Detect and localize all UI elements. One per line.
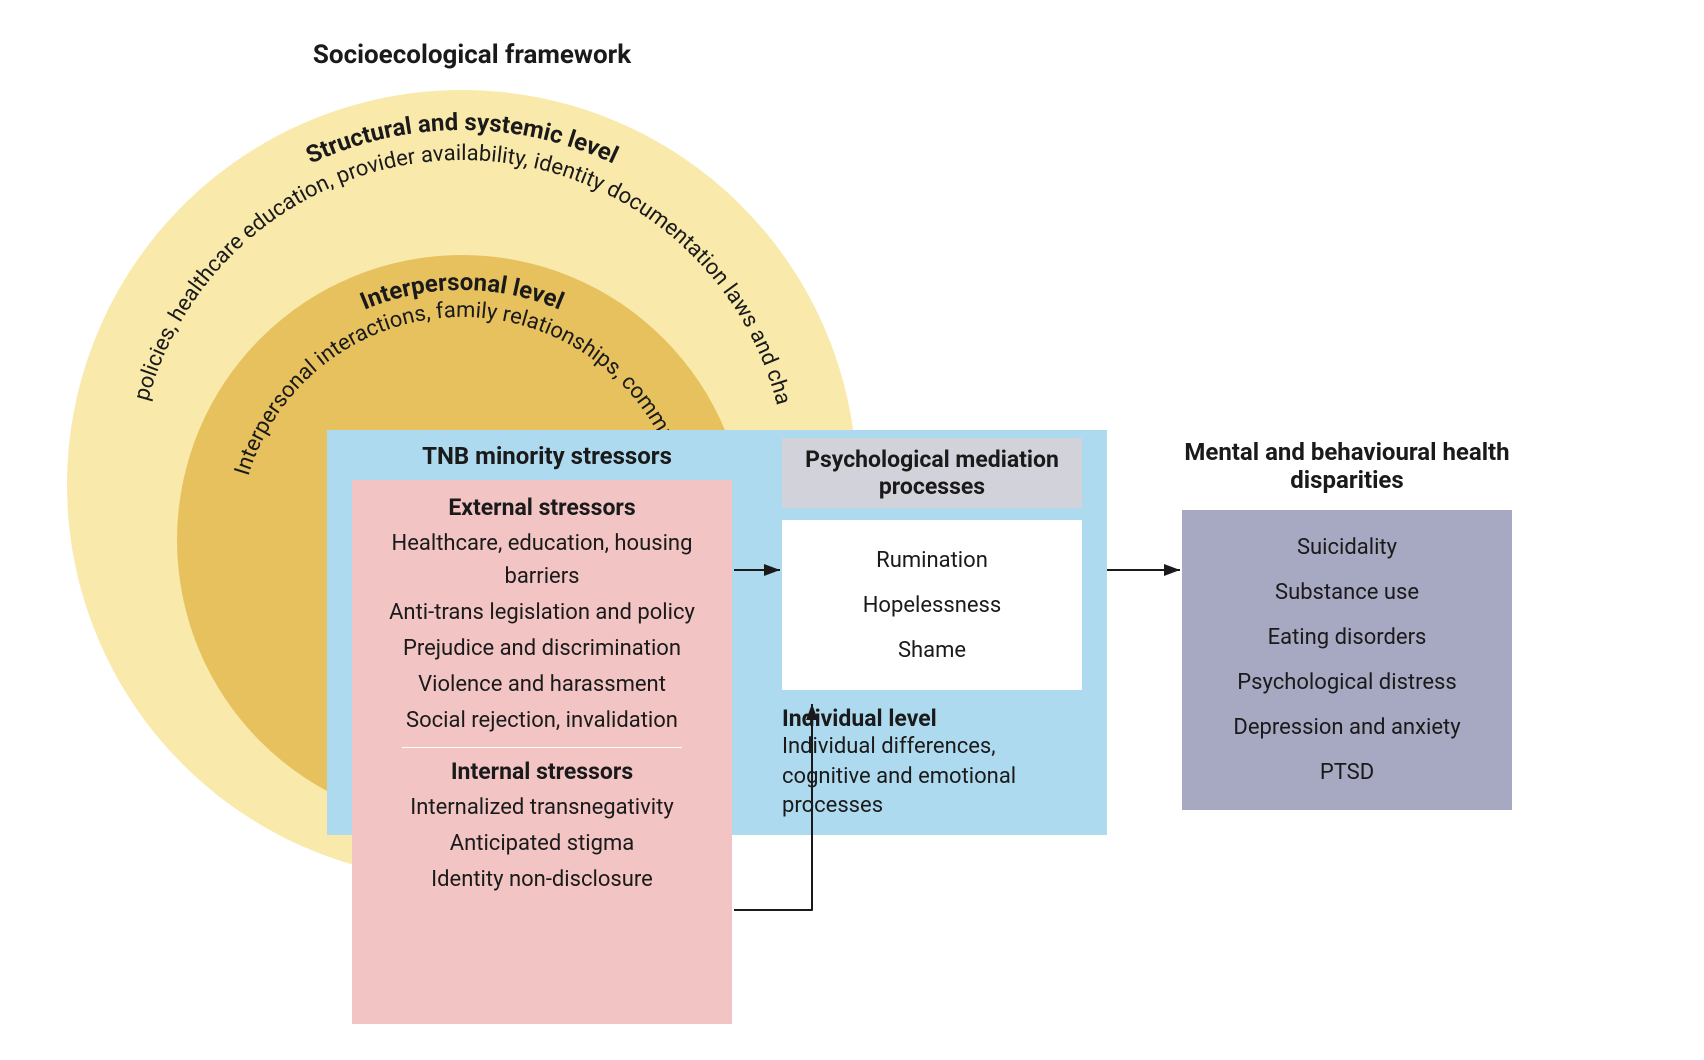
arrow-internal-to-individual — [734, 704, 812, 910]
diagram-stage: Socioecological framework Structural and… — [102, 40, 1602, 1040]
arrows — [102, 40, 1602, 1040]
